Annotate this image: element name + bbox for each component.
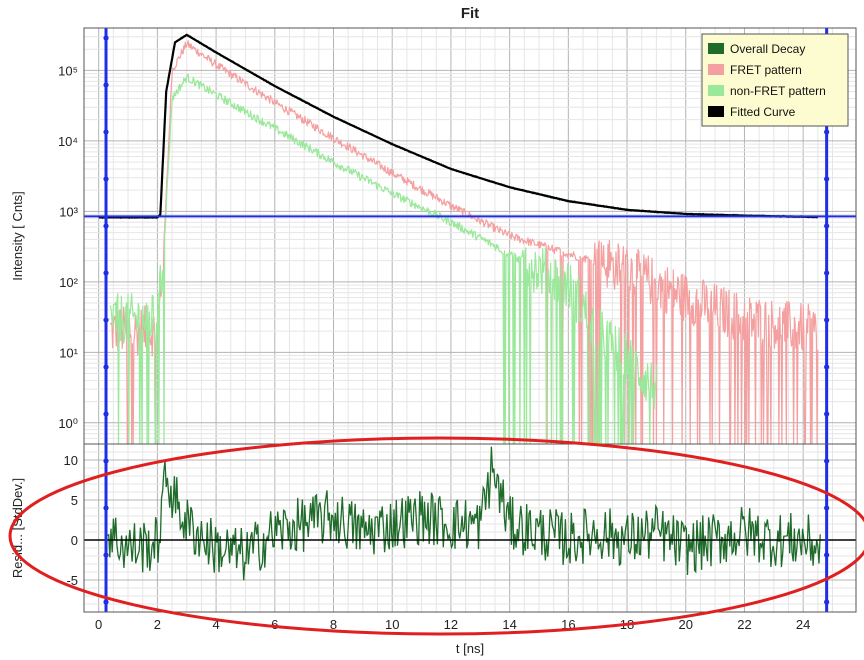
legend-swatch [708,64,724,75]
x-tick-label: 22 [737,617,751,632]
fit-range-handle[interactable] [103,129,108,134]
fit-range-handle[interactable] [824,552,829,557]
legend-swatch [708,106,724,117]
fit-range-handle[interactable] [103,411,108,416]
legend-label: FRET pattern [730,63,802,77]
fit-range-handle[interactable] [824,458,829,463]
x-tick-label: 20 [679,617,693,632]
legend-swatch [708,85,724,96]
fit-range-handle[interactable] [103,270,108,275]
y-axis-label: Intensity [ Cnts] [10,191,25,281]
chart-title: Fit [461,5,479,22]
y-tick-label-residual: 0 [71,533,78,548]
fit-range-handle[interactable] [103,176,108,181]
legend-label: Overall Decay [730,42,805,56]
legend: Overall Decay FRET pattern non-FRET patter… [702,34,848,126]
y-tick-label: 10⁰ [58,416,78,431]
fit-range-handle[interactable] [824,270,829,275]
fit-range-handle[interactable] [824,364,829,369]
x-tick-label: 14 [502,617,516,632]
fit-range-handle[interactable] [824,505,829,510]
y-tick-label-residual: 5 [71,493,78,508]
y-tick-label: 10¹ [59,345,78,360]
legend-label: non-FRET pattern [730,84,826,98]
y-tick-label: 10⁴ [58,134,78,149]
x-tick-label: 2 [154,617,161,632]
fit-range-handle[interactable] [103,505,108,510]
fit-range-handle[interactable] [103,364,108,369]
y-tick-label: 10² [59,275,78,290]
x-axis-label: t [ns] [456,641,484,656]
x-tick-label: 10 [385,617,399,632]
y-tick-label: 10³ [59,204,78,219]
x-tick-label: 6 [271,617,278,632]
fit-range-handle[interactable] [103,35,108,40]
fit-range-handle[interactable] [824,129,829,134]
legend-swatch [708,43,724,54]
fit-range-handle[interactable] [824,411,829,416]
fit-range-handle[interactable] [103,599,108,604]
fit-range-handle[interactable] [103,317,108,322]
fit-range-handle[interactable] [103,552,108,557]
fit-range-handle[interactable] [103,223,108,228]
fit-range-handle[interactable] [824,599,829,604]
x-tick-label: 0 [95,617,102,632]
legend-label: Fitted Curve [730,105,796,119]
y-tick-label-residual: 10 [64,453,78,468]
fit-range-handle[interactable] [103,82,108,87]
y-tick-label: 10⁵ [58,63,78,78]
x-tick-label: 12 [444,617,458,632]
x-tick-label: 24 [796,617,810,632]
fit-range-handle[interactable] [824,176,829,181]
fit-range-handle[interactable] [103,458,108,463]
fit-range-handle[interactable] [824,317,829,322]
fit-range-handle[interactable] [824,223,829,228]
